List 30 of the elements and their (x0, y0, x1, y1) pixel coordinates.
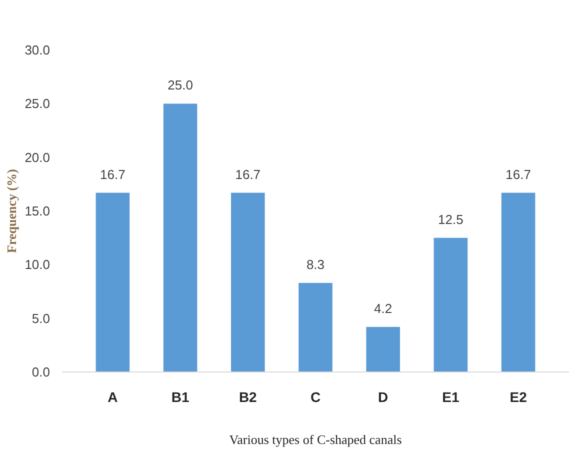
x-tick-label: E1 (442, 389, 460, 405)
bar (434, 238, 468, 372)
x-tick-label: B1 (171, 389, 190, 405)
bar (231, 192, 265, 372)
y-tick-label: 5.0 (32, 310, 50, 326)
y-tick-label: 25.0 (24, 96, 50, 112)
data-label: 8.3 (306, 256, 325, 272)
data-label: 16.7 (100, 166, 126, 182)
bar (163, 104, 198, 372)
bar (298, 282, 332, 372)
data-label: 4.2 (374, 300, 392, 316)
x-tick-label: C (310, 389, 321, 405)
x-tick-label: E2 (510, 389, 528, 405)
x-tick-label: D (378, 389, 388, 405)
y-tick-label: 0.0 (32, 364, 50, 380)
x-axis-title: Various types of C-shaped canals (229, 432, 402, 447)
y-tick-label: 30.0 (24, 42, 50, 58)
data-label: 16.7 (235, 166, 261, 182)
data-label: 12.5 (438, 212, 464, 227)
data-label: 16.7 (506, 166, 531, 182)
bar (96, 192, 130, 372)
y-axis-title: Frequency (%) (4, 169, 19, 253)
y-tick-label: 15.0 (24, 204, 50, 219)
x-tick-label: A (108, 389, 118, 405)
y-tick-label: 20.0 (24, 150, 50, 165)
bar (366, 326, 400, 372)
x-tick-label: B2 (238, 389, 258, 405)
bar (501, 192, 536, 372)
data-label: 25.0 (168, 78, 193, 93)
y-tick-label: 10.0 (24, 257, 50, 272)
